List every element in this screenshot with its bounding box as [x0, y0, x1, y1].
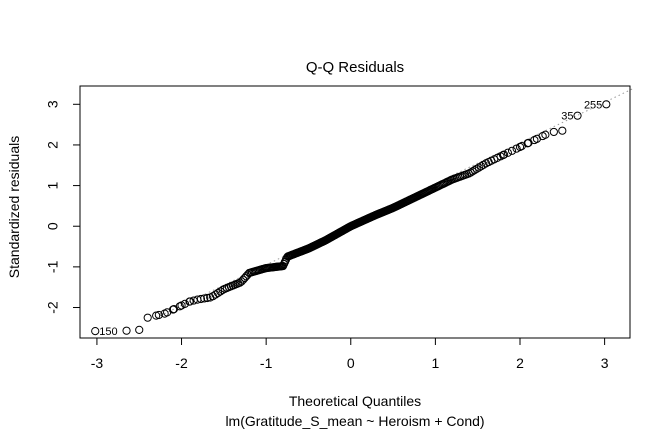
qq-point — [143, 313, 152, 322]
qq-point — [507, 146, 517, 155]
qq-point — [523, 139, 532, 148]
x-axis-label: Theoretical Quantiles — [289, 393, 421, 409]
y-axis: -2 -1 0 1 2 3 — [45, 100, 81, 314]
qq-point — [602, 100, 611, 109]
y-tick-label: 2 — [45, 141, 61, 149]
qq-point — [91, 326, 100, 336]
qq-point — [558, 126, 567, 135]
y-tick-label: -2 — [45, 301, 61, 314]
qq-point — [196, 294, 206, 304]
x-tick-label: -2 — [175, 355, 188, 371]
y-tick-label: 3 — [45, 100, 61, 108]
plot-frame — [79, 85, 631, 339]
qq-point — [468, 167, 477, 176]
point-label: 150 — [99, 326, 117, 338]
point-label: 35 — [561, 111, 573, 123]
qq-point — [185, 297, 194, 306]
model-formula-subtitle: lm(Gratitude_S_mean ~ Heroism + Cond) — [225, 413, 484, 429]
qq-point — [530, 135, 539, 145]
qq-point — [477, 162, 486, 171]
qq-point — [203, 293, 212, 303]
chart-title: Q-Q Residuals — [306, 59, 404, 76]
qq-point — [479, 160, 488, 169]
qq-point — [200, 294, 209, 303]
x-tick-label: -3 — [91, 355, 104, 371]
data-points — [91, 100, 611, 336]
qq-point — [466, 168, 475, 177]
qq-point — [216, 287, 225, 296]
qq-point — [503, 148, 512, 157]
qq-point — [154, 310, 163, 320]
reference-line-segment — [155, 87, 635, 319]
x-tick-label: 2 — [516, 355, 524, 371]
qq-point — [573, 111, 582, 120]
qq-point — [180, 299, 190, 308]
qq-point — [163, 308, 172, 317]
y-tick-label: 1 — [45, 181, 61, 189]
x-axis: -3 -2 -1 0 1 2 3 — [91, 337, 609, 371]
reference-line — [155, 87, 635, 319]
qq-point — [472, 164, 481, 173]
qq-point — [213, 288, 223, 298]
qq-point — [122, 326, 131, 335]
x-tick-label: 3 — [601, 355, 609, 371]
qq-point — [512, 144, 521, 153]
point-label: 255 — [584, 99, 602, 111]
y-tick-label: -1 — [45, 260, 61, 273]
qq-point — [538, 131, 547, 141]
y-tick-label: 0 — [45, 222, 61, 230]
qq-point — [499, 150, 509, 159]
qq-point — [470, 166, 479, 175]
qq-point — [135, 325, 144, 334]
point-labels: 150 35 255 — [99, 99, 602, 338]
x-tick-label: -1 — [260, 355, 273, 371]
qq-point — [175, 302, 184, 311]
y-axis-label: Standardized residuals — [6, 136, 22, 278]
x-tick-label: 0 — [347, 355, 355, 371]
qq-point — [474, 163, 483, 172]
qq-point — [549, 127, 558, 137]
x-tick-label: 1 — [431, 355, 439, 371]
qq-point — [464, 169, 473, 178]
